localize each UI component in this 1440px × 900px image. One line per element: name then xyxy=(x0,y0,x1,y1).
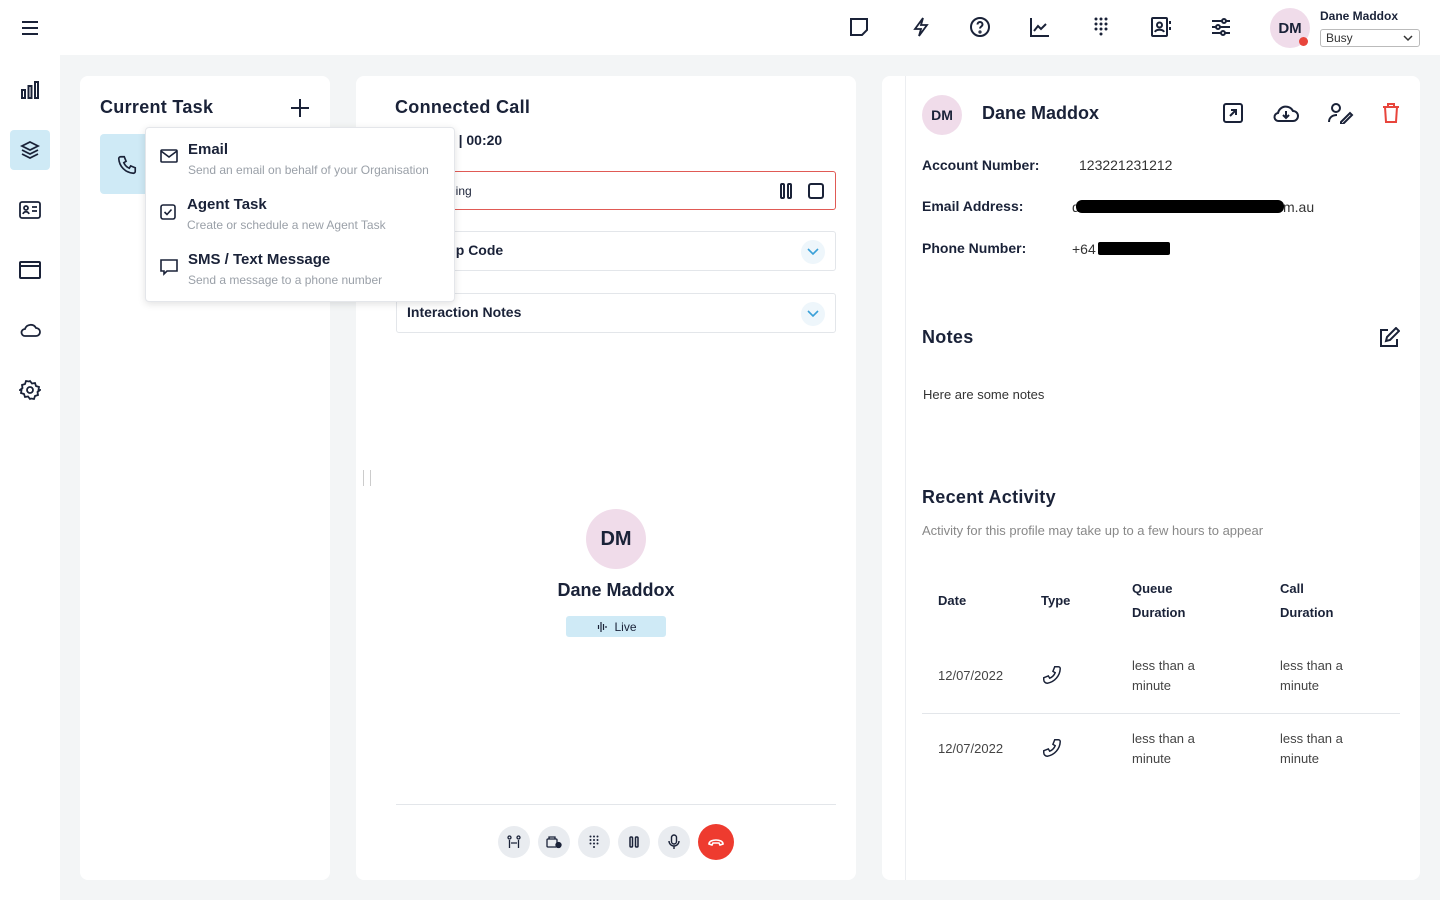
chevron-down-icon[interactable] xyxy=(801,302,825,326)
table-row[interactable]: 12/07/2022 less than a minute less than … xyxy=(922,637,1400,713)
message-icon xyxy=(160,259,178,276)
stats-icon[interactable] xyxy=(10,70,50,110)
divider xyxy=(905,76,906,880)
delete-contact-button[interactable] xyxy=(1382,102,1400,124)
edit-contact-button[interactable] xyxy=(1327,102,1355,124)
contact-name: Dane Maddox xyxy=(982,103,1100,123)
external-link-icon xyxy=(1223,103,1243,123)
park-icon xyxy=(546,836,562,849)
layers-icon[interactable] xyxy=(10,130,50,170)
caller-name: Dane Maddox xyxy=(557,580,675,600)
settings-sliders-icon[interactable] xyxy=(1210,16,1234,40)
menu-item-email[interactable]: Email Send an email on behalf of your Or… xyxy=(146,141,456,196)
recording-bar: Recording xyxy=(396,171,836,210)
keypad-button[interactable] xyxy=(578,826,610,858)
chevron-down-icon[interactable] xyxy=(801,240,825,264)
row-call-duration: less than a minute xyxy=(1280,658,1343,693)
new-task-menu: Email Send an email on behalf of your Or… xyxy=(145,127,455,302)
menu-item-sms[interactable]: SMS / Text Message Send a message to a p… xyxy=(146,251,456,306)
sidebar xyxy=(0,0,60,900)
user-edit-icon xyxy=(1328,103,1354,124)
add-task-button[interactable] xyxy=(289,97,311,119)
contacts-icon[interactable] xyxy=(1150,16,1174,40)
help-icon[interactable] xyxy=(969,16,993,40)
top-bar: DM Dane Maddox Busy xyxy=(60,0,1440,55)
mute-button[interactable] xyxy=(658,826,690,858)
transfer-button[interactable] xyxy=(498,826,530,858)
chevron-down-icon xyxy=(1403,35,1413,42)
table-row[interactable]: 12/07/2022 less than a minute less than … xyxy=(922,714,1400,790)
user-name: Dane Maddox xyxy=(1320,9,1399,23)
cloud-download-icon xyxy=(1273,105,1299,122)
email-value: d xyxy=(1072,199,1080,215)
row-queue-duration: less than a minute xyxy=(1132,731,1195,766)
account-number-value: 123221231212 xyxy=(1079,157,1173,173)
caller-avatar: DM xyxy=(586,509,646,569)
dialpad-icon xyxy=(589,835,599,848)
dialpad-icon[interactable] xyxy=(1091,16,1115,40)
pause-icon xyxy=(629,836,639,848)
column-header-type: Type xyxy=(1041,593,1071,608)
activity-subtitle: Activity for this profile may take up to… xyxy=(922,523,1264,538)
wrap-up-code-section[interactable]: Wrap Up Code xyxy=(396,231,836,271)
phone-icon xyxy=(117,155,137,175)
window-icon[interactable] xyxy=(10,250,50,290)
column-header-call-duration: Call Duration xyxy=(1280,581,1334,620)
interaction-notes-section[interactable]: Interaction Notes xyxy=(396,293,836,333)
hold-button[interactable] xyxy=(618,826,650,858)
panel-title: Current Task xyxy=(100,97,214,117)
lightning-icon[interactable] xyxy=(910,16,934,40)
row-queue-duration: less than a minute xyxy=(1132,658,1195,693)
notes-text: Here are some notes xyxy=(923,387,1045,402)
hang-up-button[interactable] xyxy=(698,824,734,860)
status-select[interactable]: Busy xyxy=(1320,29,1420,47)
divider xyxy=(396,804,836,805)
gear-icon[interactable] xyxy=(10,370,50,410)
divider xyxy=(922,713,1400,714)
interaction-notes-label: Interaction Notes xyxy=(407,304,522,320)
phone-icon xyxy=(1043,739,1061,757)
email-suffix: m.au xyxy=(1283,199,1315,215)
phone-label: Phone Number: xyxy=(922,240,1027,256)
menu-item-agent-task[interactable]: Agent Task Create or schedule a new Agen… xyxy=(146,196,456,251)
cloud-icon[interactable] xyxy=(10,310,50,350)
analytics-icon[interactable] xyxy=(1029,16,1053,40)
edit-notes-button[interactable] xyxy=(1378,327,1400,349)
phone-icon xyxy=(1043,666,1061,684)
download-button[interactable] xyxy=(1272,103,1300,123)
edit-icon xyxy=(1380,327,1400,347)
contact-card-icon[interactable] xyxy=(10,190,50,230)
transfer-icon xyxy=(507,835,521,848)
row-call-duration: less than a minute xyxy=(1280,731,1343,766)
checkbox-icon xyxy=(160,204,176,220)
microphone-icon xyxy=(668,834,680,849)
park-button[interactable] xyxy=(538,826,570,858)
status-dot xyxy=(1299,37,1308,46)
redaction xyxy=(1098,242,1170,255)
activity-title: Recent Activity xyxy=(922,487,1056,507)
column-header-queue-duration: Queue Duration xyxy=(1132,581,1186,620)
account-number-label: Account Number: xyxy=(922,157,1040,173)
panel-title: Connected Call xyxy=(395,97,531,117)
pause-recording-icon[interactable] xyxy=(779,183,793,199)
mail-icon xyxy=(160,149,178,163)
menu-icon[interactable] xyxy=(10,8,50,48)
trash-icon xyxy=(1383,103,1399,123)
resize-handle[interactable] xyxy=(363,470,371,486)
hang-up-icon xyxy=(708,839,724,846)
stop-recording-icon[interactable] xyxy=(808,183,824,199)
contact-avatar: DM xyxy=(922,95,962,135)
phone-value: +64 xyxy=(1072,241,1096,257)
sticky-note-icon[interactable] xyxy=(848,16,872,40)
audio-wave-icon xyxy=(598,621,608,632)
row-date: 12/07/2022 xyxy=(938,668,1004,683)
activity-table: Date Type Queue Duration Call Duration 1… xyxy=(922,575,1400,775)
redaction xyxy=(1076,200,1284,213)
column-header-date: Date xyxy=(938,593,967,608)
notes-title: Notes xyxy=(922,327,974,347)
email-label: Email Address: xyxy=(922,198,1024,214)
live-badge: Live xyxy=(566,616,666,637)
row-date: 12/07/2022 xyxy=(938,741,1004,756)
open-external-button[interactable] xyxy=(1222,102,1244,124)
